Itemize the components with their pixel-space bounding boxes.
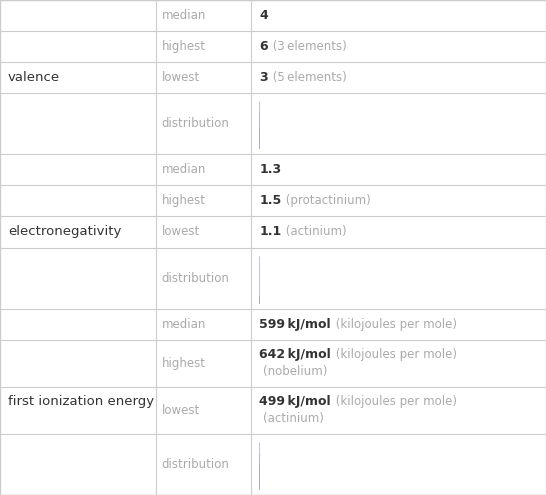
Text: (3 elements): (3 elements) <box>269 40 347 53</box>
Text: 3: 3 <box>259 71 268 84</box>
Text: (5 elements): (5 elements) <box>269 71 347 84</box>
Text: distribution: distribution <box>162 458 229 471</box>
Text: highest: highest <box>162 40 206 53</box>
Text: 1.3: 1.3 <box>259 163 281 176</box>
Text: 499 kJ/mol: 499 kJ/mol <box>259 396 331 408</box>
Text: median: median <box>162 163 206 176</box>
Text: highest: highest <box>162 195 206 207</box>
Text: valence: valence <box>8 71 60 84</box>
Text: 599 kJ/mol: 599 kJ/mol <box>259 318 331 331</box>
Text: 1.5: 1.5 <box>259 195 281 207</box>
Text: distribution: distribution <box>162 117 229 130</box>
Text: (kilojoules per mole): (kilojoules per mole) <box>332 318 457 331</box>
Text: distribution: distribution <box>162 272 229 285</box>
Text: 1.1: 1.1 <box>259 225 281 239</box>
Text: 642 kJ/mol: 642 kJ/mol <box>259 348 331 361</box>
Text: (protactinium): (protactinium) <box>282 195 371 207</box>
Text: (nobelium): (nobelium) <box>263 365 328 378</box>
Text: first ionization energy: first ionization energy <box>8 396 154 408</box>
Text: (actinium): (actinium) <box>263 412 324 425</box>
Text: (actinium): (actinium) <box>282 225 347 239</box>
Text: lowest: lowest <box>162 404 200 417</box>
Text: highest: highest <box>162 357 206 370</box>
Text: (kilojoules per mole): (kilojoules per mole) <box>332 348 457 361</box>
Text: lowest: lowest <box>162 71 200 84</box>
Text: electronegativity: electronegativity <box>8 225 121 238</box>
Text: median: median <box>162 318 206 331</box>
Text: median: median <box>162 9 206 22</box>
Text: (kilojoules per mole): (kilojoules per mole) <box>332 396 457 408</box>
Text: 6: 6 <box>259 40 268 53</box>
Text: lowest: lowest <box>162 225 200 239</box>
Text: 4: 4 <box>259 9 268 22</box>
